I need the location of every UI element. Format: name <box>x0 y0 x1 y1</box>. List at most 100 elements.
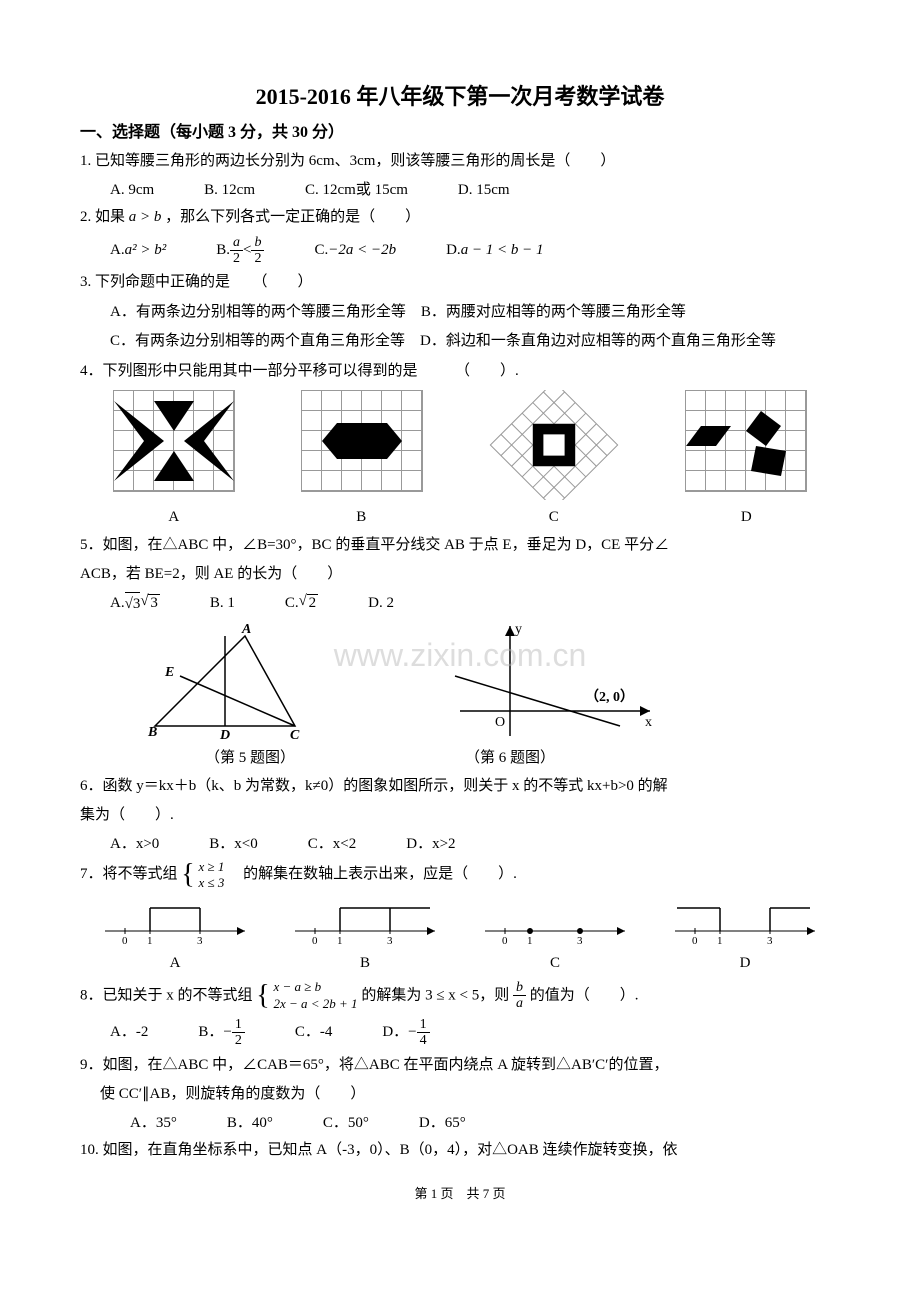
q2-d-math: a − 1 < b − 1 <box>461 239 544 262</box>
q3-text: 3. 下列命题中正确的是 （ ） <box>80 270 840 296</box>
q9-options: A．35° B．40° C．50° D．65° <box>130 1112 840 1135</box>
q5-opt-b: B. 1 <box>210 592 235 616</box>
q1-opt-c: C. 12cm或 15cm <box>305 179 408 202</box>
q2-opt-b: B. a2 < b2 <box>216 235 264 267</box>
q8-b-sign: − <box>223 1021 231 1044</box>
q1-text: 1. 已知等腰三角形的两边长分别为 6cm、3cm，则该等腰三角形的周长是（ ） <box>80 149 840 175</box>
q7-nl-c: 0 1 3 <box>475 896 635 946</box>
q2-opt-a: A. a² > b² <box>110 235 166 267</box>
q7-figures: 013 013 013 013 <box>80 896 840 946</box>
q5-c-pre: C. <box>285 592 299 615</box>
q2-opt-d: D. a − 1 < b − 1 <box>446 235 543 267</box>
lbl-x: x <box>645 715 652 730</box>
q4-figures <box>80 390 840 500</box>
q8-d-den: 4 <box>417 1033 430 1048</box>
q4-label-a: A <box>114 506 234 529</box>
q7-nl-a: 013 <box>95 896 255 946</box>
lbl-y: y <box>515 622 522 637</box>
lbl-pt: （2, 0） <box>585 689 634 705</box>
q1-opt-d: D. 15cm <box>458 179 510 202</box>
q4-labels: A B C D <box>80 506 840 529</box>
q8-opt-b: B．− 12 <box>198 1017 244 1049</box>
q5-opt-a: A. √3√3 <box>110 592 160 616</box>
q8-b-num: 1 <box>232 1017 245 1033</box>
q7-label-d: D <box>665 952 825 975</box>
q2-options: A. a² > b² B. a2 < b2 C. −2a < −2b D. a … <box>110 235 840 267</box>
q4-fig-c <box>489 390 619 500</box>
q7-label-c: C <box>475 952 635 975</box>
q1-opt-a: A. 9cm <box>110 179 154 202</box>
svg-text:3: 3 <box>197 935 203 946</box>
q9-text2: 使 CC′∥AB，则旋转角的度数为（ ） <box>100 1082 840 1108</box>
lbl-C: C <box>290 728 300 741</box>
q5-a-pre: A. <box>110 592 125 615</box>
q8-pre: 8．已知关于 x 的不等式组 <box>80 987 256 1003</box>
svg-text:3: 3 <box>767 935 773 946</box>
q2-c-math: −2a < −2b <box>328 239 396 262</box>
q2-b-mid: < <box>243 239 251 262</box>
q8-fnum: b <box>513 980 526 996</box>
q4-label-b: B <box>301 506 421 529</box>
q6-text1: 6．函数 y＝kx＋b（k、b 为常数，k≠0）的图象如图所示，则关于 x 的不… <box>80 774 840 800</box>
q5-opt-c: C. √2 <box>285 592 318 616</box>
svg-text:3: 3 <box>387 935 393 946</box>
q5-cap2: （第 6 题图） <box>465 747 555 770</box>
q2-pre: 2. 如果 <box>80 209 129 225</box>
q6-opt-c: C．x<2 <box>308 833 356 856</box>
q8-opt-a: A．-2 <box>110 1017 148 1049</box>
q9-opt-b: B．40° <box>227 1112 273 1135</box>
q8-d-num: 1 <box>417 1017 430 1033</box>
q7-nl-d: 0 1 3 <box>665 896 825 946</box>
q4-shape-d <box>686 391 806 491</box>
q8-b-den: 2 <box>232 1033 245 1048</box>
svg-text:1: 1 <box>717 935 723 946</box>
q4-shape-a <box>114 391 234 491</box>
page-footer: 第 1 页 共 7 页 <box>80 1184 840 1204</box>
q5-opt-d: D. 2 <box>368 592 394 616</box>
q6-options: A．x>0 B．x<0 C．x<2 D．x>2 <box>110 833 840 856</box>
q8-d-pre: D． <box>382 1021 408 1044</box>
svg-text:0: 0 <box>692 935 698 946</box>
q5-captions: （第 5 题图） （第 6 题图） <box>120 747 640 770</box>
q7-text: 7．将不等式组 { x ≥ 1 x ≤ 3 的解集在数轴上表示出来，应是（ ）. <box>80 859 840 890</box>
q7-label-a: A <box>95 952 255 975</box>
q5-a-math: √3 <box>125 592 141 616</box>
q8-d-sign: − <box>408 1021 416 1044</box>
q3-opt-ab: A．有两条边分别相等的两个等腰三角形全等 B．两腰对应相等的两个等腰三角形全等 <box>110 300 840 326</box>
svg-text:1: 1 <box>337 935 343 946</box>
q3-opt-cd: C．有两条边分别相等的两个直角三角形全等 D．斜边和一条直角边对应相等的两个直角… <box>110 329 840 355</box>
q5-cap1: （第 5 题图） <box>205 747 295 770</box>
q7-label-b: B <box>285 952 445 975</box>
q8-line1: x − a ≥ b <box>273 979 321 994</box>
q6-graph-fig: y x O （2, 0） <box>440 621 660 741</box>
q2-b-rden: 2 <box>251 251 264 266</box>
q6-opt-d: D．x>2 <box>406 833 455 856</box>
q2-post: ，那么下列各式一定正确的是（ ） <box>161 209 420 225</box>
q6-opt-a: A．x>0 <box>110 833 159 856</box>
q7-nl-b: 013 <box>285 896 445 946</box>
svg-text:3: 3 <box>577 935 583 946</box>
q2-cond: a > b <box>129 209 162 225</box>
svg-text:1: 1 <box>527 935 533 946</box>
q6-text2: 集为（ ）. <box>80 803 840 829</box>
q7-post: 的解集在数轴上表示出来，应是（ ）. <box>228 866 517 882</box>
q4-fig-b <box>301 390 423 492</box>
q9-opt-a: A．35° <box>130 1112 177 1135</box>
q7-line1: x ≥ 1 <box>198 859 224 874</box>
q2-opt-c: C. −2a < −2b <box>314 235 396 267</box>
svg-text:0: 0 <box>502 935 508 946</box>
q6-opt-b: B．x<0 <box>209 833 257 856</box>
q8-line2: 2x − a < 2b + 1 <box>273 996 357 1011</box>
q5-triangle-fig: A B C D E <box>140 621 320 741</box>
q2-b-lnum: a <box>230 235 243 251</box>
q4-text: 4．下列图形中只能用其中一部分平移可以得到的是 （ ）. <box>80 359 840 385</box>
lbl-A: A <box>241 622 251 637</box>
q5-text1: 5．如图，在△ABC 中，∠B=30°，BC 的垂直平分线交 AB 于点 E，垂… <box>80 533 840 559</box>
q9-opt-c: C．50° <box>323 1112 369 1135</box>
q4-shape-b <box>302 391 422 491</box>
q2-d-pre: D. <box>446 239 461 262</box>
q2-c-pre: C. <box>314 239 328 262</box>
q9-text1: 9．如图，在△ABC 中，∠CAB＝65°，将△ABC 在平面内绕点 A 旋转到… <box>80 1053 840 1079</box>
q2-b-rnum: b <box>251 235 264 251</box>
lbl-E: E <box>164 665 174 680</box>
